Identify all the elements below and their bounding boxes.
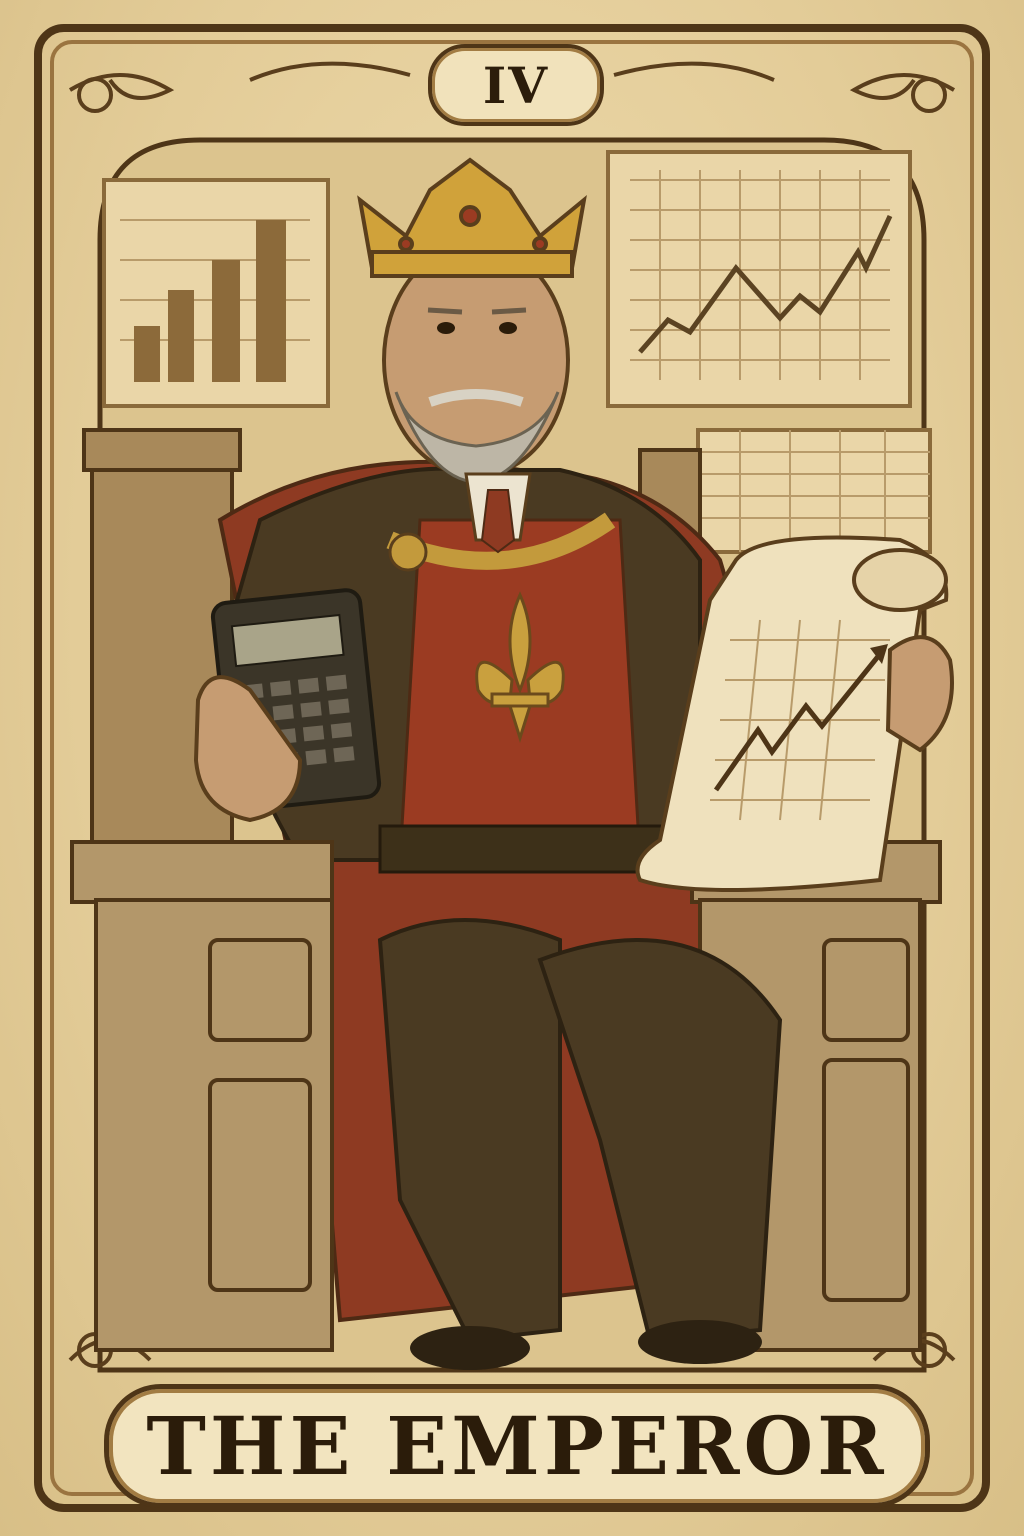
spreadsheet-icon (696, 428, 932, 554)
beard (394, 391, 560, 484)
legs (377, 918, 783, 1343)
title-plate: THE EMPEROR (104, 1384, 930, 1508)
boots (410, 1320, 762, 1370)
card-title: THE EMPEROR (146, 1399, 888, 1493)
right-hand (885, 635, 954, 753)
bar-chart-icon (102, 178, 330, 408)
left-hand (193, 675, 303, 823)
corner-flourish-top-right (613, 61, 956, 113)
moustache (428, 389, 524, 407)
right-eye (499, 322, 517, 334)
card-numeral: IV (482, 55, 550, 115)
collar-clasp (388, 532, 428, 572)
numeral-plate: IV (428, 44, 604, 126)
fleur-de-lis-icon (475, 591, 565, 744)
scroll-icon (635, 535, 949, 892)
corner-flourish-top-left (68, 61, 411, 113)
brows (427, 307, 527, 315)
line-chart-icon (606, 150, 912, 408)
tie (480, 489, 516, 554)
left-eye (437, 322, 455, 334)
throne-armrest-left (70, 840, 334, 1352)
outer-frame (34, 24, 990, 1512)
belt (378, 824, 682, 874)
crown-icon (357, 157, 587, 278)
